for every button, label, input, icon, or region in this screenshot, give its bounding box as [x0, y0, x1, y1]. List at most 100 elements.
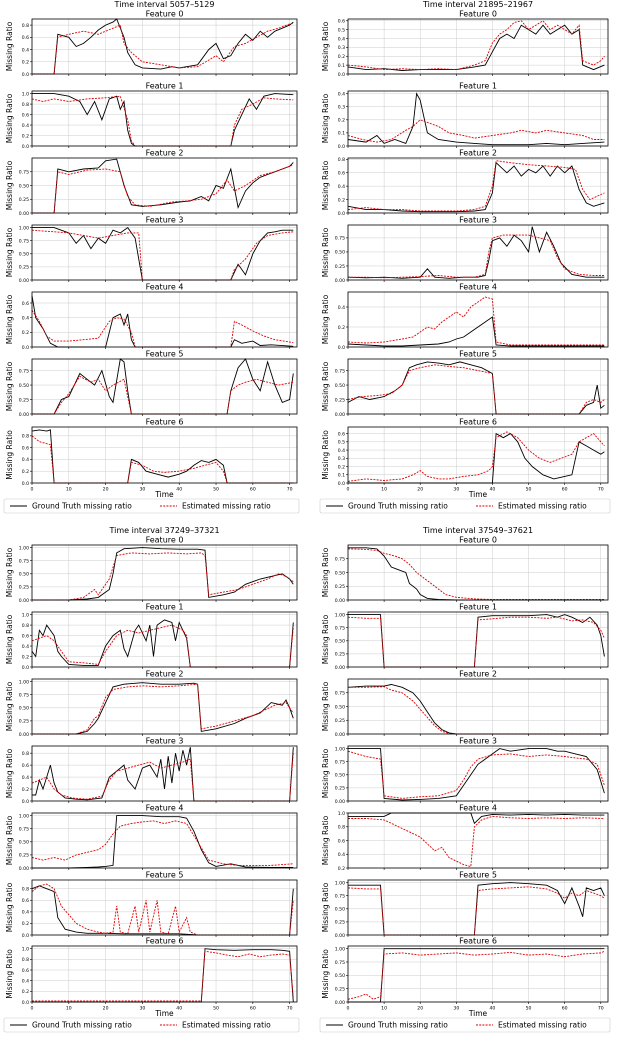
y-axis-label: Missing Ratio — [5, 21, 14, 71]
y-tick-label: 0.6 — [22, 898, 29, 904]
y-tick-label: 0.6 — [338, 431, 345, 437]
y-tick-label: 0.8 — [22, 751, 29, 757]
panel-title: Feature 4 — [459, 804, 497, 813]
series-estimated — [31, 820, 294, 866]
y-tick-label: 0.50 — [335, 639, 345, 645]
y-tick-label: 0.0 — [22, 144, 29, 150]
y-tick-label: 0.4 — [338, 36, 345, 42]
y-tick-label: 0.00 — [19, 278, 29, 284]
panel-feature-6: Feature 6 0.0 0.1 0.2 0.3 0.4 0.5 0.6 Missing Ra… — [321, 418, 609, 499]
x-tick-label: 10 — [66, 487, 72, 493]
x-tick-label: 50 — [213, 1006, 219, 1012]
y-tick-label: 0.75 — [335, 894, 345, 900]
y-tick-label: 0.75 — [335, 557, 345, 563]
panel-frame — [347, 879, 609, 936]
panel-feature-0: Feature 0 0.00 0.25 0.50 0.75 1.00 Missing Rat… — [5, 536, 298, 604]
y-tick-label: 0.50 — [335, 973, 345, 979]
y-tick-label: 0.2 — [22, 133, 29, 139]
series-estimated — [31, 229, 294, 281]
y-tick-label: 0.50 — [335, 570, 345, 576]
y-tick-label: 0.8 — [22, 102, 29, 108]
panel-title: Feature 1 — [459, 82, 497, 91]
legend-box — [319, 498, 611, 514]
y-tick-label: 0.4 — [338, 852, 345, 858]
y-tick-label: 0.25 — [335, 920, 345, 926]
y-axis-label: Missing Ratio — [321, 160, 330, 210]
y-tick-label: 0.4 — [22, 978, 29, 984]
series-estimated — [347, 616, 605, 668]
panel-title: Feature 3 — [146, 737, 184, 746]
y-axis-label: Missing Ratio — [5, 748, 14, 798]
series-estimated — [347, 160, 605, 212]
series-ground-truth — [32, 547, 294, 601]
y-tick-label: 0.25 — [335, 397, 345, 403]
y-tick-label: 0.2 — [22, 469, 29, 475]
y-axis-label: Missing Ratio — [5, 430, 14, 480]
y-tick-label: 0.0 — [22, 665, 29, 671]
y-tick-label: 0.00 — [19, 598, 29, 604]
y-tick-label: 0.4 — [338, 184, 345, 190]
y-tick-label: 0.8 — [22, 434, 29, 440]
y-tick-label: 0.8 — [22, 957, 29, 963]
y-axis-label: Missing Ratio — [321, 361, 330, 411]
y-tick-label: 1.0 — [22, 946, 29, 952]
panel-title: Feature 6 — [459, 418, 497, 427]
y-tick-label: 0.25 — [335, 584, 345, 590]
series-estimated — [347, 886, 605, 936]
y-tick-label: 0.4 — [22, 315, 29, 321]
panel-title: Feature 4 — [146, 283, 184, 292]
y-tick-label: 0.5 — [338, 440, 345, 446]
y-tick-label: 0.75 — [19, 170, 29, 176]
series-ground-truth — [31, 429, 294, 484]
panel-title: Feature 6 — [146, 418, 184, 427]
x-tick-label: 30 — [453, 487, 459, 493]
series-estimated — [347, 431, 605, 482]
y-tick-label: 1.00 — [19, 225, 29, 231]
panel-title: Feature 2 — [459, 149, 497, 158]
panel-frame — [347, 358, 609, 415]
panel-frame — [31, 90, 298, 147]
series-estimated — [347, 950, 605, 1000]
x-tick-label: 70 — [598, 1006, 604, 1012]
x-tick-label: 70 — [598, 487, 604, 493]
panel-feature-2: Feature 2 0.00 0.25 0.50 0.75 Missing Ratio — [5, 149, 298, 217]
y-tick-label: 0.2 — [22, 989, 29, 995]
x-tick-label: 10 — [381, 1006, 387, 1012]
legend-label-ground-truth: Ground Truth missing ratio — [32, 1021, 132, 1030]
panel-frame — [31, 358, 298, 415]
y-axis-label: Missing Ratio — [321, 815, 330, 865]
panel-feature-2: Feature 2 0.0 0.2 0.4 0.6 0.8 Missing Ratio — [321, 149, 609, 217]
panel-frame — [347, 745, 609, 802]
series-estimated — [32, 164, 294, 214]
series-estimated — [347, 750, 605, 799]
y-tick-label: 0.75 — [335, 236, 345, 242]
y-tick-label: 0.75 — [335, 626, 345, 632]
panel-title: Feature 2 — [146, 670, 184, 679]
y-tick-label: 0.2 — [22, 787, 29, 793]
series-ground-truth — [348, 748, 605, 801]
panel-title: Feature 3 — [459, 737, 497, 746]
panel-frame — [347, 224, 609, 281]
y-tick-label: 0.75 — [19, 559, 29, 565]
x-axis-label: Time — [468, 1009, 488, 1018]
panel-frame — [347, 18, 609, 75]
series-estimated — [347, 548, 605, 600]
y-tick-label: 0.00 — [335, 1000, 345, 1006]
series-ground-truth — [31, 295, 294, 348]
panel-frame — [31, 157, 298, 214]
y-tick-label: 0.6 — [22, 301, 29, 307]
y-tick-label: 0.50 — [335, 907, 345, 913]
y-tick-label: 0.00 — [335, 278, 345, 284]
series-ground-truth — [32, 358, 294, 415]
y-tick-label: 0.00 — [335, 799, 345, 805]
panel-frame — [31, 745, 298, 802]
y-tick-label: 0.8 — [338, 825, 345, 831]
y-tick-label: 0.4 — [22, 457, 29, 463]
y-axis-label: Missing Ratio — [5, 882, 14, 932]
y-tick-label: 0.25 — [19, 197, 29, 203]
y-tick-label: 1.00 — [335, 880, 345, 886]
panel-title: Feature 5 — [459, 871, 497, 880]
y-tick-label: 0.5 — [338, 27, 345, 33]
legend-label-estimated: Estimated missing ratio — [182, 1021, 271, 1030]
